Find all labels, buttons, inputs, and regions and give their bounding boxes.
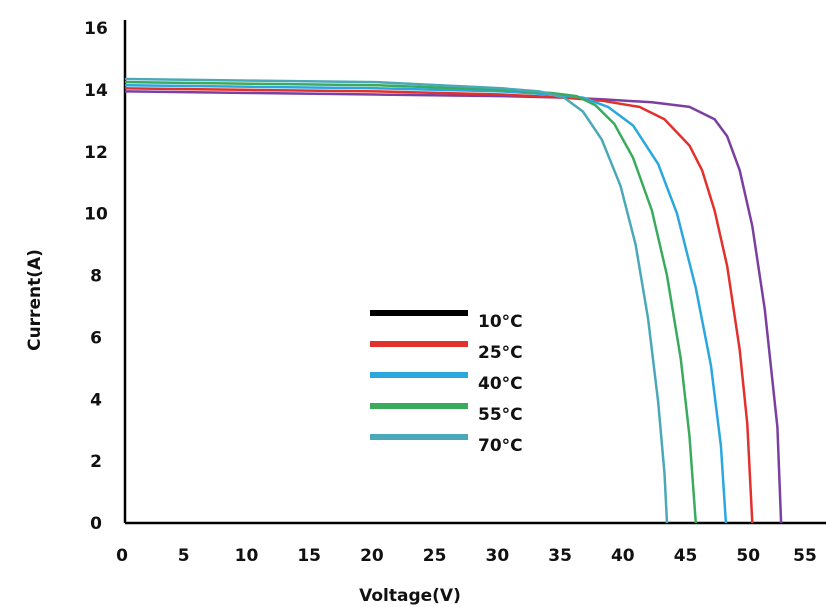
series-line-5 xyxy=(124,77,669,524)
series-line-2 xyxy=(124,87,754,524)
axes xyxy=(123,20,826,525)
x-axis-title: Voltage(V) xyxy=(359,586,461,606)
x-tick-label: 45 xyxy=(674,546,698,566)
legend-label: 10°C xyxy=(478,312,523,332)
x-tick-label: 50 xyxy=(736,546,760,566)
legend-label: 25°C xyxy=(478,343,523,363)
y-tick-label: 6 xyxy=(90,328,102,348)
series-curves xyxy=(124,77,783,524)
legend-label: 40°C xyxy=(478,374,523,394)
x-tick-label: 15 xyxy=(297,546,321,566)
y-tick-label: 8 xyxy=(90,267,102,287)
series-line-3 xyxy=(124,83,728,524)
legend-label: 70°C xyxy=(478,436,523,456)
x-tick-label: 5 xyxy=(178,546,190,566)
x-tick-label: 40 xyxy=(611,546,635,566)
y-tick-label: 14 xyxy=(84,81,108,101)
series-line-1 xyxy=(124,90,783,524)
x-tick-label: 30 xyxy=(486,546,510,566)
x-tick-label: 25 xyxy=(423,546,447,566)
y-tick-label: 0 xyxy=(90,514,102,534)
x-tick-labels: 0 5 10 15 20 25 30 35 40 45 50 55 xyxy=(116,546,817,566)
series-line-4 xyxy=(124,80,698,524)
x-tick-label: 0 xyxy=(116,546,128,566)
x-tick-label: 10 xyxy=(235,546,259,566)
y-axis-title: Current(A) xyxy=(25,249,45,351)
x-tick-label: 55 xyxy=(793,546,817,566)
legend-label: 55°C xyxy=(478,405,523,425)
x-tick-label: 35 xyxy=(548,546,572,566)
y-tick-label: 16 xyxy=(84,19,108,39)
y-tick-label: 10 xyxy=(84,205,108,225)
y-tick-labels: 0 2 4 6 8 10 12 14 16 xyxy=(84,19,108,534)
y-tick-label: 12 xyxy=(84,143,108,163)
x-tick-label: 20 xyxy=(360,546,384,566)
legend: 10°C 25°C 40°C 55°C 70°C xyxy=(370,310,523,456)
y-tick-label: 4 xyxy=(90,390,102,410)
y-tick-label: 2 xyxy=(90,452,102,472)
